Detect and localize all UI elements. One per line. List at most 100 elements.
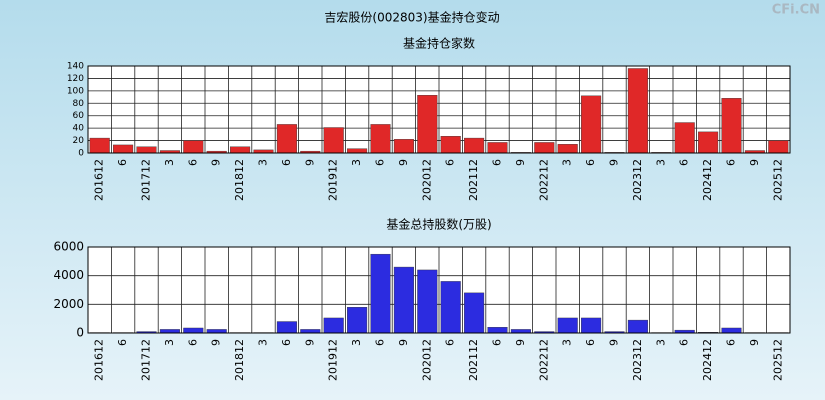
y-tick-label: 6000 — [53, 240, 84, 254]
bar — [557, 317, 578, 334]
y-tick-label: 40 — [73, 124, 85, 134]
x-tick-label: 202512 — [771, 339, 784, 381]
bar — [581, 317, 602, 334]
bar — [206, 329, 227, 334]
bar — [417, 269, 438, 334]
x-tick-label: 6 — [491, 339, 504, 346]
y-tick-label: 100 — [67, 86, 84, 96]
bar — [276, 321, 297, 334]
bar — [89, 137, 110, 154]
bar — [487, 327, 508, 334]
x-tick-label: 6 — [584, 339, 597, 346]
bar — [417, 95, 438, 154]
watermark: CFi.CN — [772, 3, 820, 18]
x-tick-label: 6 — [186, 339, 199, 346]
x-tick-label: 9 — [397, 339, 410, 346]
x-tick-label: 201912 — [327, 159, 340, 201]
x-tick-label: 202312 — [631, 159, 644, 201]
bar — [464, 137, 485, 154]
x-tick-label: 202012 — [420, 159, 433, 201]
x-tick-label: 3 — [163, 159, 176, 166]
x-tick-label: 202312 — [631, 339, 644, 381]
y-tick-label: 0 — [76, 326, 84, 340]
bar — [440, 281, 461, 334]
bar — [370, 253, 391, 334]
bar — [323, 127, 344, 154]
bar — [674, 122, 695, 154]
bar — [440, 136, 461, 154]
y-tick-label: 140 — [67, 62, 84, 72]
x-tick-label: 9 — [608, 339, 621, 346]
bar — [557, 144, 578, 154]
x-tick-label: 9 — [303, 159, 316, 166]
y-tick-label: 4000 — [53, 268, 84, 282]
chart-title: 基金总持股数(万股) — [386, 217, 491, 232]
bar — [300, 329, 321, 334]
x-tick-label: 202512 — [771, 159, 784, 201]
x-tick-label: 3 — [654, 159, 667, 166]
bar — [136, 146, 157, 154]
bar — [698, 131, 719, 154]
bar — [323, 317, 344, 334]
x-tick-label: 6 — [374, 339, 387, 346]
x-tick-label: 201612 — [93, 159, 106, 201]
bar — [276, 124, 297, 154]
bar — [534, 142, 555, 154]
bar — [370, 124, 391, 154]
x-tick-label: 9 — [514, 159, 527, 166]
bar — [487, 142, 508, 154]
bar — [347, 148, 368, 154]
bar — [581, 95, 602, 154]
x-tick-label: 6 — [374, 159, 387, 166]
y-tick-label: 80 — [73, 99, 85, 109]
x-tick-label: 9 — [608, 159, 621, 166]
x-tick-label: 6 — [116, 159, 129, 166]
y-tick-label: 20 — [73, 136, 85, 146]
x-tick-label: 201712 — [140, 339, 153, 381]
x-tick-label: 201812 — [233, 159, 246, 201]
x-tick-label: 6 — [116, 339, 129, 346]
x-tick-label: 202212 — [537, 339, 550, 381]
x-tick-label: 3 — [654, 339, 667, 346]
x-tick-label: 202212 — [537, 159, 550, 201]
bar — [510, 329, 531, 334]
page-title: 吉宏股份(002803)基金持仓变动 — [324, 10, 499, 25]
x-tick-label: 201812 — [233, 339, 246, 381]
bar — [768, 140, 789, 154]
x-tick-label: 202412 — [701, 159, 714, 201]
x-tick-label: 6 — [584, 159, 597, 166]
bar — [159, 329, 180, 334]
bar — [347, 307, 368, 334]
x-tick-label: 9 — [397, 159, 410, 166]
x-tick-label: 6 — [678, 339, 691, 346]
x-tick-label: 201612 — [93, 339, 106, 381]
bar — [230, 146, 251, 154]
bar — [721, 98, 742, 154]
bar — [627, 319, 648, 334]
x-tick-label: 6 — [280, 339, 293, 346]
x-tick-label: 6 — [678, 159, 691, 166]
bar — [393, 266, 414, 334]
chart-title: 基金持仓家数 — [403, 36, 475, 51]
x-tick-label: 9 — [210, 339, 223, 346]
bar — [183, 140, 204, 154]
x-tick-label: 202412 — [701, 339, 714, 381]
x-tick-label: 3 — [561, 159, 574, 166]
bar — [464, 292, 485, 334]
x-tick-label: 6 — [725, 339, 738, 346]
x-tick-label: 3 — [163, 339, 176, 346]
x-tick-label: 9 — [303, 339, 316, 346]
plot-border — [87, 246, 791, 334]
bar — [183, 327, 204, 334]
y-tick-label: 2000 — [53, 297, 84, 311]
x-tick-label: 3 — [561, 339, 574, 346]
bar — [113, 144, 134, 154]
x-tick-label: 202112 — [467, 339, 480, 381]
x-tick-label: 9 — [748, 159, 761, 166]
x-tick-label: 202012 — [420, 339, 433, 381]
bar — [627, 68, 648, 154]
bar — [393, 139, 414, 154]
x-tick-label: 6 — [186, 159, 199, 166]
y-tick-label: 60 — [73, 111, 85, 121]
